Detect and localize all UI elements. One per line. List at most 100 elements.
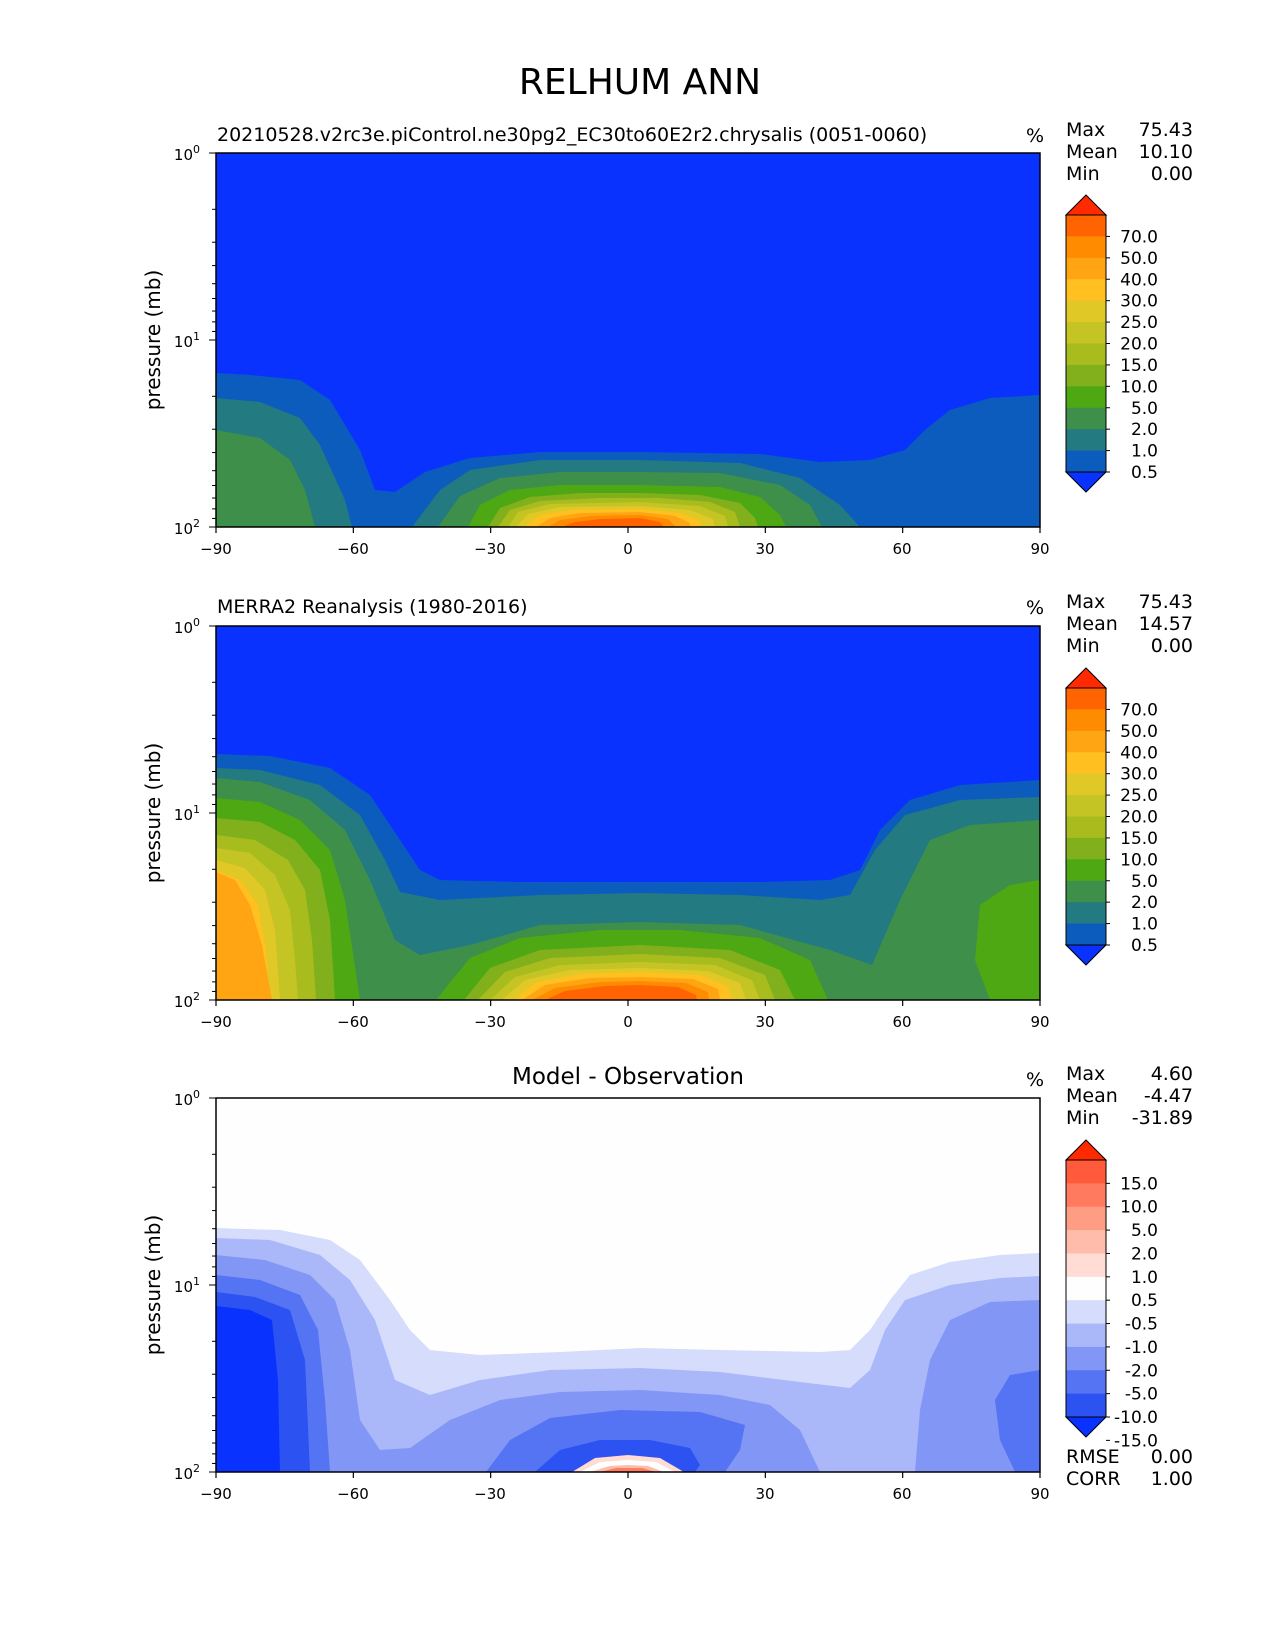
colorbar-label: 70.0 [1120,700,1158,720]
contour-level-neg15 [216,1306,280,1472]
colorbar: 15.0 10.0 5.0 2.0 1.0 0.5 -0.5 -1.0 -2.0 -5.0 -10.… [1064,1139,1158,1451]
x-tick-label: −30 [474,1485,506,1503]
colorbar-label: 50.0 [1120,722,1158,742]
y-tick-label: 102 [174,1462,200,1483]
colorbar-label: 15.0 [1120,1174,1158,1194]
colorbar-label: 0.5 [1131,463,1158,483]
contour-level-2 [216,768,1040,1000]
colorbar-segment [1066,688,1106,710]
colorbar-segment [1066,257,1106,280]
y-tick-labels: 100 101 102 [174,143,200,538]
units-label: % [1026,597,1044,619]
stat-mean-value: 10.10 [1139,141,1193,163]
colorbar-segment [1066,773,1106,796]
contour-level-max [545,985,697,1000]
stat-mean-label: Mean [1066,141,1118,163]
x-tick-label: −60 [337,1485,369,1503]
colorbar-label: -10.0 [1114,1408,1158,1428]
colorbar-label: -0.5 [1125,1315,1158,1335]
colorbar-extend-max [1064,667,1108,689]
colorbar-segment [1066,1370,1106,1395]
contour-field [216,626,1040,1000]
contour-field [216,1098,1040,1472]
stat-min-label: Min [1066,635,1100,657]
y-tick-label: 100 [174,1088,200,1109]
colorbar-segment [1066,1253,1106,1278]
y-minor-ticks [209,152,216,528]
stat-mean-value: 14.57 [1139,613,1193,635]
colorbar-segment [1066,902,1106,925]
colorbar-segment [1066,880,1106,903]
colorbar-segment [1066,923,1106,946]
colorbar-label: 5.0 [1131,1221,1158,1241]
panel-reference: MERRA2 Reanalysis (1980-2016) % Max 75.4… [141,591,1193,1031]
x-tick-label: 60 [892,540,911,558]
colorbar-label: 15.0 [1120,829,1158,849]
x-tick-label: 60 [892,1013,911,1031]
y-tick-labels: 100 101 102 [174,616,200,1011]
colorbar-extend-min [1064,1416,1108,1438]
colorbar-label: 1.0 [1131,442,1158,462]
stat-mean-label: Mean [1066,1085,1118,1107]
x-tick-labels: −90 −60 −30 0 30 60 90 [200,1013,1049,1031]
x-ticks [215,1000,1041,1006]
x-tick-labels: −90 −60 −30 0 30 60 90 [200,1485,1049,1503]
rmse-value: 0.00 [1151,1446,1193,1468]
contour-field [216,153,1040,527]
y-tick-label: 101 [174,330,200,351]
x-tick-label: 30 [755,1013,774,1031]
x-tick-label: 90 [1030,540,1049,558]
colorbar-segment [1066,1323,1106,1348]
contour-level-50 [216,872,272,1000]
colorbar-segment [1066,429,1106,452]
stat-max-value: 75.43 [1139,119,1193,141]
y-minor-ticks [209,1097,216,1473]
stat-mean-value: -4.47 [1144,1085,1193,1107]
colorbar-label: 40.0 [1120,743,1158,763]
contour-level-1 [216,373,1040,527]
colorbar-label: 5.0 [1131,872,1158,892]
colorbar-label: -5.0 [1125,1385,1158,1405]
colorbar-label: -1.0 [1125,1338,1158,1358]
colorbar-segment [1066,236,1106,259]
colorbar-segment [1066,322,1106,344]
colorbar-label: 10.0 [1120,377,1158,397]
colorbar-segment [1066,300,1106,323]
colorbar-label: 70.0 [1120,227,1158,247]
colorbar-label: 2.0 [1131,893,1158,913]
colorbar-segment [1066,343,1106,366]
x-tick-label: 0 [623,540,633,558]
colorbar-label: 20.0 [1120,808,1158,828]
stat-min-value: 0.00 [1151,163,1193,185]
colorbar-segment [1066,837,1106,860]
colorbar-label: 2.0 [1131,1244,1158,1264]
colorbar-segment [1066,1206,1106,1231]
colorbar-segment [1066,450,1106,473]
x-tick-label: 0 [623,1485,633,1503]
x-tick-labels: −90 −60 −30 0 30 60 90 [200,540,1049,558]
colorbar-label: 20.0 [1120,335,1158,355]
colorbar-label: 30.0 [1120,765,1158,785]
y-tick-label: 100 [174,616,200,637]
x-tick-label: −90 [200,540,232,558]
x-tick-label: 0 [623,1013,633,1031]
rmse-label: RMSE [1066,1446,1120,1468]
x-ticks [215,527,1041,533]
stat-max-label: Max [1066,591,1105,613]
colorbar: 70.050.040.030.025.020.015.010.05.02.01.… [1064,667,1158,966]
colorbar-segment [1066,1276,1106,1301]
figure-title: RELHUM ANN [519,62,761,103]
stat-max-label: Max [1066,119,1105,141]
colorbar-segment [1066,752,1106,775]
contour-level-neg1 [216,1238,1040,1472]
colorbar-segment [1066,386,1106,409]
panel-title: MERRA2 Reanalysis (1980-2016) [217,596,528,618]
colorbar-label: 5.0 [1131,399,1158,419]
colorbar-label: 10.0 [1120,1198,1158,1218]
colorbar-segment [1066,1160,1106,1184]
contour-level-max [562,518,664,527]
y-tick-label: 102 [174,517,200,538]
x-tick-label: 60 [892,1485,911,1503]
y-minor-ticks [209,625,216,1001]
colorbar-label: 0.5 [1131,1291,1158,1311]
